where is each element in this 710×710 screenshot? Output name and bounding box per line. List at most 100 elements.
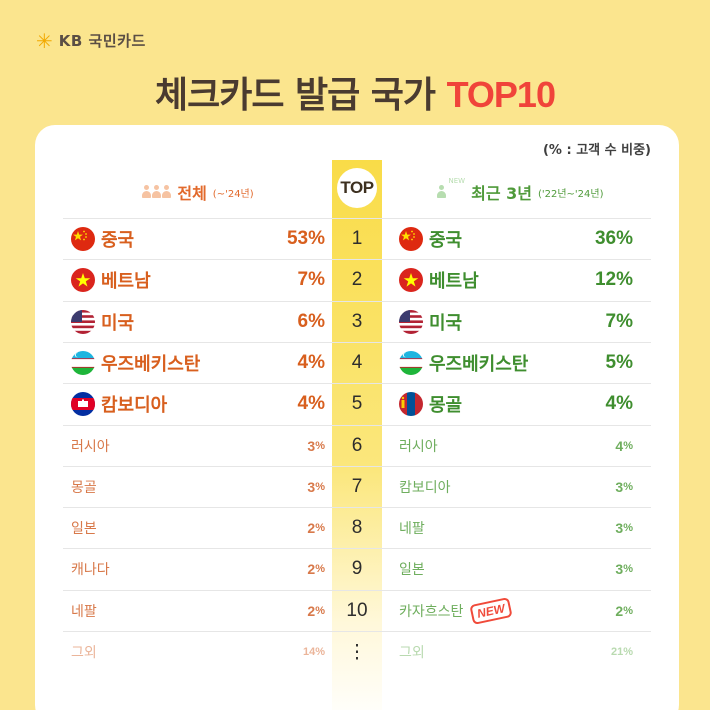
- country-name: 그외: [399, 645, 425, 661]
- right-country: 네팔: [399, 508, 425, 548]
- right-share: 5%: [535, 343, 633, 383]
- right-share: 21%: [535, 632, 633, 672]
- rank-number: 7: [351, 475, 363, 497]
- percent-sign: %: [616, 393, 633, 415]
- left-share: 3%: [233, 426, 325, 466]
- left-country: 몽골: [71, 467, 97, 507]
- right-country: 미국: [399, 302, 462, 342]
- brand-name: KB 국민카드: [58, 32, 146, 50]
- country-name: 일본: [71, 521, 97, 538]
- percent-sign: %: [308, 351, 325, 373]
- top-badge: TOP: [337, 168, 377, 208]
- unit-note: (% : 고객 수 비중): [542, 143, 651, 158]
- right-share: 4%: [535, 426, 633, 466]
- right-country: 캄보디아: [399, 467, 451, 507]
- left-country: 그외: [71, 632, 97, 672]
- right-country: 우즈베키스탄: [399, 343, 528, 383]
- left-country: 캐나다: [71, 549, 110, 589]
- person-icon: [436, 185, 446, 199]
- right-country: 러시아: [399, 426, 438, 466]
- right-share: 7%: [535, 302, 633, 342]
- right-header-label: 최근 3년: [471, 184, 532, 203]
- table-row: 중국 53% 1 중국 36%: [63, 218, 651, 259]
- cambodia-flag-icon: [71, 392, 95, 417]
- star-burst-icon: ✳: [36, 28, 53, 53]
- percent-sign: %: [623, 604, 633, 617]
- rank-number: 10: [346, 599, 368, 621]
- table-row: 러시아 3% 6 러시아 4%: [63, 424, 651, 466]
- share-value: 3: [307, 437, 316, 454]
- left-share: 14%: [233, 632, 325, 672]
- left-header-period: (~'24년): [212, 188, 254, 200]
- percent-sign: %: [616, 269, 633, 291]
- percent-sign: %: [315, 604, 325, 617]
- kb-logo: ✳ KB 국민카드: [36, 30, 146, 51]
- share-value: 53: [286, 228, 309, 249]
- usa-flag-icon: [399, 309, 423, 334]
- country-name: 그외: [71, 645, 97, 661]
- table-row: 캐나다 2% 9 일본 3%: [63, 548, 651, 589]
- percent-sign: %: [623, 646, 633, 658]
- uzbekistan-flag-icon: [399, 350, 423, 375]
- right-header-period: ('22년~'24년): [537, 188, 604, 200]
- percent-sign: %: [616, 228, 633, 249]
- usa-flag-icon: [71, 309, 95, 334]
- percent-sign: %: [623, 563, 633, 576]
- country-name: 러시아: [399, 438, 438, 455]
- share-value: 3: [615, 520, 624, 537]
- right-share: 36%: [535, 219, 633, 259]
- right-country: 중국: [399, 219, 462, 259]
- china-flag-icon: [399, 227, 423, 251]
- left-share: 2%: [233, 508, 325, 548]
- country-name: 우즈베키스탄: [101, 353, 201, 375]
- country-name: 캄보디아: [399, 479, 451, 496]
- uzbekistan-flag-icon: [71, 350, 95, 375]
- vietnam-flag-icon: [399, 268, 423, 293]
- share-value: 5: [605, 351, 617, 373]
- share-value: 7: [605, 310, 617, 332]
- right-column-header: NEW 최근 3년 ('22년~'24년): [385, 177, 655, 207]
- table-row: 미국 6% 3 미국 7%: [63, 300, 651, 342]
- people-group-icon: [142, 185, 172, 199]
- percent-sign: %: [308, 228, 325, 249]
- share-value: 4: [615, 437, 624, 454]
- percent-sign: %: [315, 646, 325, 658]
- rank-number: 9: [351, 558, 363, 580]
- percent-sign: %: [616, 351, 633, 373]
- left-country: 캄보디아: [71, 384, 167, 424]
- left-country: 우즈베키스탄: [71, 343, 200, 383]
- country-name: 일본: [399, 562, 425, 579]
- left-country: 일본: [71, 508, 97, 548]
- right-country: 그외: [399, 632, 425, 672]
- left-share: 53%: [233, 219, 325, 259]
- title-main: 체크카드 발급 국가: [155, 75, 447, 116]
- left-country: 미국: [71, 302, 134, 342]
- share-value: 4: [297, 351, 309, 373]
- page-title: 체크카드 발급 국가 TOP10: [0, 66, 710, 118]
- right-country: 몽골: [399, 384, 462, 424]
- rank-number: 5: [351, 393, 363, 415]
- title-accent: TOP10: [446, 74, 556, 115]
- right-share: 3%: [535, 549, 633, 589]
- right-share: 4%: [535, 384, 633, 424]
- country-name: 미국: [101, 312, 135, 334]
- country-name: 캄보디아: [101, 395, 168, 417]
- percent-sign: %: [623, 522, 633, 535]
- rank-number: 2: [351, 269, 363, 291]
- left-share: 4%: [233, 384, 325, 424]
- mongolia-flag-icon: [399, 392, 423, 417]
- share-value: 2: [615, 602, 624, 619]
- share-value: 3: [307, 478, 316, 495]
- share-value: 7: [297, 269, 309, 291]
- right-share: 3%: [535, 508, 633, 548]
- right-header-new-tag: NEW: [448, 177, 466, 185]
- rank-number: 8: [351, 517, 363, 539]
- rank-number: 1: [351, 228, 363, 249]
- rank-number: ⋮: [347, 641, 367, 663]
- share-value: 4: [605, 393, 617, 415]
- country-name: 중국: [429, 230, 463, 251]
- country-name: 미국: [429, 312, 463, 334]
- left-share: 2%: [233, 549, 325, 589]
- percent-sign: %: [623, 439, 633, 452]
- country-name: 베트남: [429, 271, 479, 293]
